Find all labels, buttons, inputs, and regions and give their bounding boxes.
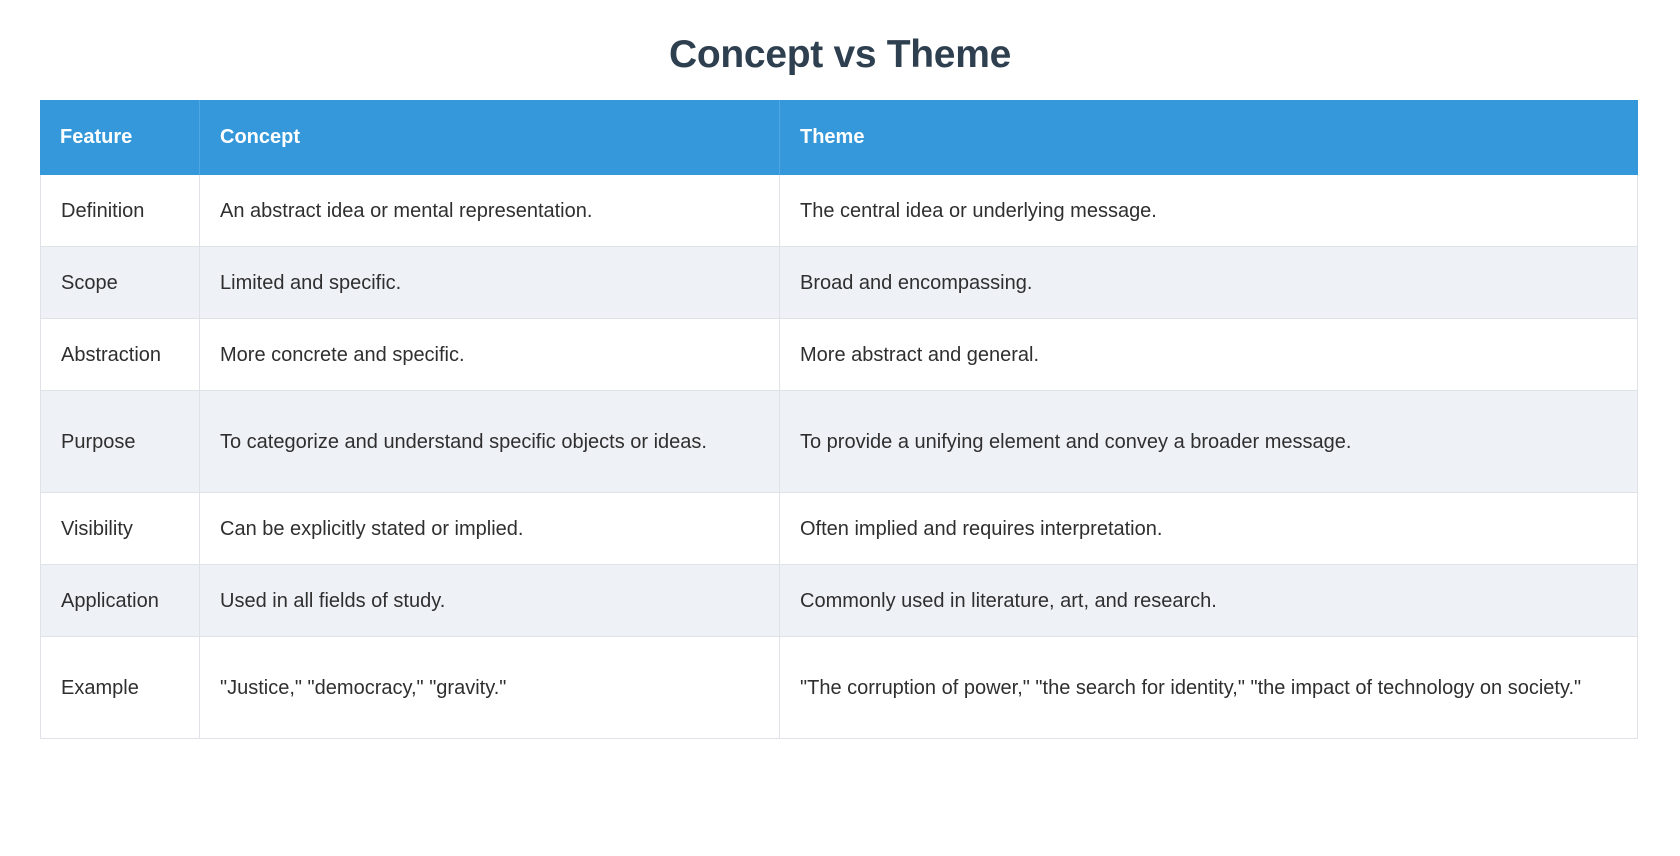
cell-theme: More abstract and general. <box>780 319 1638 391</box>
table-row: Definition An abstract idea or mental re… <box>40 175 1638 247</box>
cell-theme: Often implied and requires interpretatio… <box>780 493 1638 565</box>
cell-theme: Commonly used in literature, art, and re… <box>780 565 1638 637</box>
cell-concept: Limited and specific. <box>200 247 780 319</box>
cell-theme: The central idea or underlying message. <box>780 175 1638 247</box>
cell-theme: To provide a unifying element and convey… <box>780 391 1638 493</box>
comparison-table-container: Feature Concept Theme Definition An abst… <box>40 100 1638 739</box>
comparison-table: Feature Concept Theme Definition An abst… <box>40 100 1638 739</box>
column-header-theme: Theme <box>780 100 1638 175</box>
table-header: Feature Concept Theme <box>40 100 1638 175</box>
table-row: Visibility Can be explicitly stated or i… <box>40 493 1638 565</box>
table-row: Abstraction More concrete and specific. … <box>40 319 1638 391</box>
table-row: Purpose To categorize and understand spe… <box>40 391 1638 493</box>
cell-feature: Example <box>40 637 200 739</box>
column-header-feature: Feature <box>40 100 200 175</box>
cell-concept: Used in all fields of study. <box>200 565 780 637</box>
cell-concept: "Justice," "democracy," "gravity." <box>200 637 780 739</box>
table-row: Scope Limited and specific. Broad and en… <box>40 247 1638 319</box>
cell-feature: Abstraction <box>40 319 200 391</box>
cell-theme: Broad and encompassing. <box>780 247 1638 319</box>
cell-theme: "The corruption of power," "the search f… <box>780 637 1638 739</box>
table-header-row: Feature Concept Theme <box>40 100 1638 175</box>
cell-feature: Application <box>40 565 200 637</box>
column-header-concept: Concept <box>200 100 780 175</box>
cell-concept: To categorize and understand specific ob… <box>200 391 780 493</box>
cell-concept: An abstract idea or mental representatio… <box>200 175 780 247</box>
table-body: Definition An abstract idea or mental re… <box>40 175 1638 739</box>
cell-concept: More concrete and specific. <box>200 319 780 391</box>
page-title: Concept vs Theme <box>669 33 1011 76</box>
cell-feature: Scope <box>40 247 200 319</box>
cell-concept: Can be explicitly stated or implied. <box>200 493 780 565</box>
cell-feature: Visibility <box>40 493 200 565</box>
table-row: Example "Justice," "democracy," "gravity… <box>40 637 1638 739</box>
table-row: Application Used in all fields of study.… <box>40 565 1638 637</box>
cell-feature: Purpose <box>40 391 200 493</box>
cell-feature: Definition <box>40 175 200 247</box>
